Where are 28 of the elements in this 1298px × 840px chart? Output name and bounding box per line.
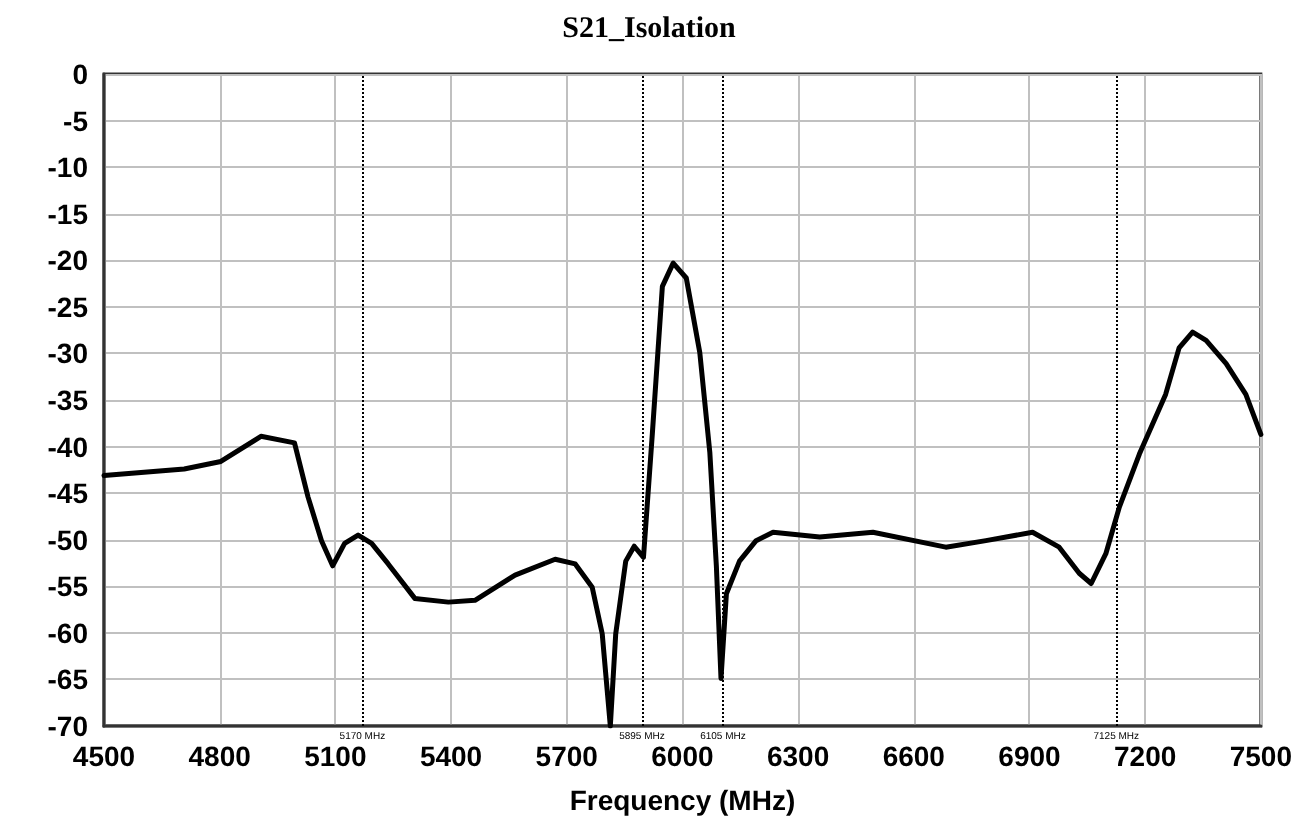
x-tick-label: 6900 <box>998 740 1062 772</box>
x-tick-label: 5100 <box>304 740 367 772</box>
x-tick-label: 4800 <box>188 740 252 772</box>
y-tick-label: -20 <box>47 244 89 277</box>
y-tick-label: -45 <box>47 477 89 510</box>
x-tick-label: 6000 <box>651 740 714 772</box>
y-tick-label: -5 <box>63 104 89 137</box>
y-tick-label: -15 <box>47 197 89 230</box>
x-axis-title: Frequency (MHz) <box>569 784 796 816</box>
x-tick-label: 7200 <box>1114 740 1177 772</box>
y-tick-label: -10 <box>47 151 89 184</box>
x-tick-label: 6600 <box>882 740 946 772</box>
y-tick-label: -60 <box>47 616 89 649</box>
chart-title: S21_Isolation <box>562 13 737 45</box>
y-tick-label: -40 <box>47 430 89 463</box>
y-tick-label: -35 <box>47 384 89 416</box>
y-tick-label: -30 <box>47 337 89 370</box>
x-tick-label: 7500 <box>1229 740 1293 772</box>
y-tick-label: -25 <box>47 290 89 323</box>
y-tick-label: -65 <box>47 663 89 696</box>
x-tick-label: 5700 <box>535 740 599 772</box>
y-tick-label: -50 <box>47 523 89 556</box>
y-tick-label: -55 <box>47 570 89 603</box>
x-tick-label: 6300 <box>766 740 830 772</box>
x-tick-label: 4500 <box>72 740 136 772</box>
y-tick-label: -70 <box>47 710 89 742</box>
x-tick-label: 5400 <box>419 740 483 772</box>
y-tick-label: 0 <box>72 58 89 90</box>
